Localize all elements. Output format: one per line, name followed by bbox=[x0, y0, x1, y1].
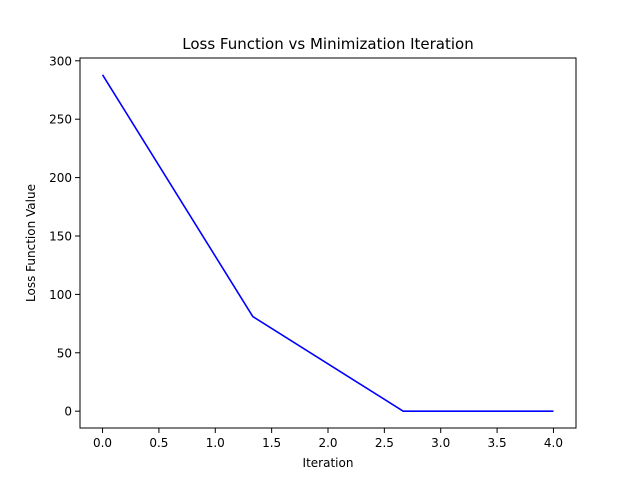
y-tick-label: 300 bbox=[49, 54, 72, 68]
x-tick-label: 0.0 bbox=[93, 436, 112, 450]
x-tick-label: 1.0 bbox=[206, 436, 225, 450]
y-tick-label: 50 bbox=[57, 346, 72, 360]
y-axis-ticks: 0 50 100 150 200 250 300 bbox=[49, 54, 80, 419]
x-tick-label: 3.5 bbox=[488, 436, 507, 450]
y-tick-label: 100 bbox=[49, 288, 72, 302]
chart-title: Loss Function vs Minimization Iteration bbox=[182, 35, 473, 53]
x-tick-label: 0.5 bbox=[149, 436, 168, 450]
plot-area-frame bbox=[79, 57, 577, 429]
x-axis-ticks: 0.0 0.5 1.0 1.5 2.0 2.5 3.0 3.5 4.0 bbox=[93, 428, 563, 450]
y-axis-label: Loss Function Value bbox=[24, 184, 38, 302]
y-tick-label: 200 bbox=[49, 171, 72, 185]
y-tick-label: 150 bbox=[49, 229, 72, 243]
x-axis-label: Iteration bbox=[303, 456, 354, 470]
y-tick-label: 0 bbox=[64, 405, 72, 419]
x-tick-label: 1.5 bbox=[262, 436, 281, 450]
x-tick-label: 4.0 bbox=[544, 436, 563, 450]
x-tick-label: 2.5 bbox=[375, 436, 394, 450]
x-tick-label: 3.0 bbox=[431, 436, 450, 450]
loss-series-line bbox=[101, 74, 554, 412]
y-tick-label: 250 bbox=[49, 113, 72, 127]
series-lines bbox=[101, 74, 554, 412]
x-tick-label: 2.0 bbox=[318, 436, 337, 450]
